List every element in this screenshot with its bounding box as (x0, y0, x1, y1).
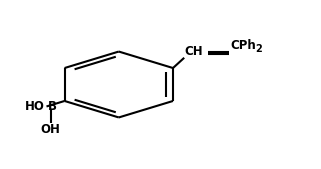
Text: HO: HO (25, 100, 45, 113)
Text: B: B (48, 100, 57, 113)
Text: CH: CH (184, 45, 203, 58)
Text: OH: OH (41, 123, 61, 136)
Text: CPh: CPh (231, 39, 256, 52)
Text: 2: 2 (255, 44, 262, 54)
